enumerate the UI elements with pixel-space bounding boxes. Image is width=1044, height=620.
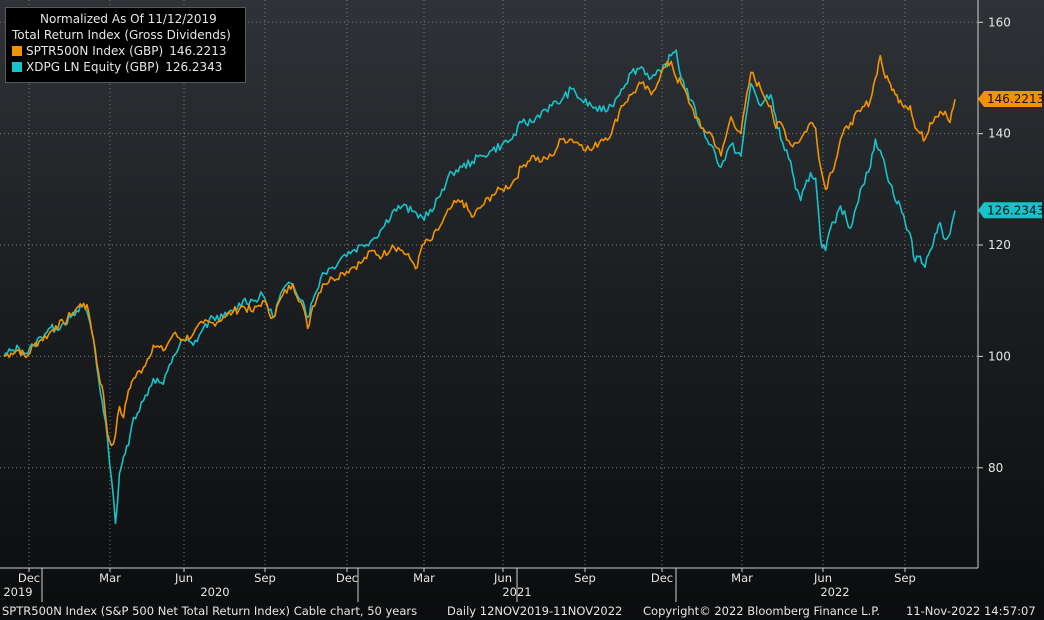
legend-series-name: SPTR500N Index (GBP)	[26, 44, 164, 58]
last-value-tag-bg	[978, 202, 1042, 219]
last-value-tag-bg	[978, 91, 1042, 108]
x-tick-label: Dec	[651, 571, 673, 585]
footer-period: Daily 12NOV2019-11NOV2022	[447, 604, 623, 618]
footer-bar: SPTR500N Index (S&P 500 Net Total Return…	[0, 602, 1044, 620]
series-line-sptr500n	[3, 54, 956, 447]
legend-swatch-cyan	[12, 62, 22, 72]
footer-description: SPTR500N Index (S&P 500 Net Total Return…	[2, 604, 418, 618]
grid-lines	[0, 0, 978, 568]
x-tick-label: Mar	[413, 571, 435, 585]
legend: Normalized As Of 11/12/2019 Total Return…	[5, 7, 246, 83]
x-tick-label: Sep	[894, 571, 916, 585]
x-tick-label: Dec	[18, 571, 40, 585]
x-tick-label: Mar	[731, 571, 753, 585]
last-value-tag-sptr500n: 146.2213	[978, 91, 1044, 108]
footer-timestamp: 11-Nov-2022 14:57:07	[906, 604, 1036, 618]
x-tick-label: Sep	[254, 571, 276, 585]
y-tick-label: 100	[988, 349, 1011, 363]
x-tick-label: Jun	[813, 571, 832, 585]
x-tick-label: Sep	[574, 571, 596, 585]
legend-swatch-orange	[12, 46, 22, 56]
y-axis: 80 100 120 140 160	[978, 15, 1011, 475]
y-tick-label: 120	[988, 238, 1011, 252]
y-tick-label: 160	[988, 15, 1011, 29]
y-tick-label: 80	[988, 461, 1003, 475]
legend-series-name: XDPG LN Equity (GBP)	[26, 60, 160, 74]
legend-series-value: 126.2343	[165, 60, 223, 74]
x-year-label: 2020	[200, 585, 229, 599]
y-tick-label: 140	[988, 127, 1011, 141]
legend-title: Normalized As Of 11/12/2019	[40, 12, 217, 26]
last-value-tag-xdpg: 126.2343	[978, 202, 1044, 219]
series-line-xdpg	[3, 49, 956, 525]
legend-series-value: 146.2213	[169, 44, 227, 58]
footer-copyright: Copyright© 2022 Bloomberg Finance L.P.	[643, 604, 880, 618]
x-year-label: 2021	[502, 585, 531, 599]
x-axis: Dec Mar Jun Sep Dec Mar Jun Sep Dec Mar Jun Sep 2019…	[3, 568, 916, 602]
x-tick-label: Dec	[336, 571, 358, 585]
x-tick-label: Mar	[99, 571, 121, 585]
last-value-tag-label: 146.2213	[987, 92, 1044, 106]
x-year-label: 2019	[3, 585, 32, 599]
last-value-callouts: 126.2343 146.2213	[978, 91, 1044, 219]
x-tick-label: Jun	[174, 571, 193, 585]
legend-item-xdpg[interactable]: XDPG LN Equity (GBP) 126.2343	[12, 59, 239, 75]
x-year-label: 2022	[820, 585, 849, 599]
legend-subtitle: Total Return Index (Gross Dividends)	[12, 28, 231, 42]
x-tick-label: Jun	[493, 571, 512, 585]
last-value-tag-label: 126.2343	[987, 203, 1044, 217]
series-group	[3, 49, 956, 525]
legend-item-sptr500n[interactable]: SPTR500N Index (GBP) 146.2213	[12, 43, 239, 59]
